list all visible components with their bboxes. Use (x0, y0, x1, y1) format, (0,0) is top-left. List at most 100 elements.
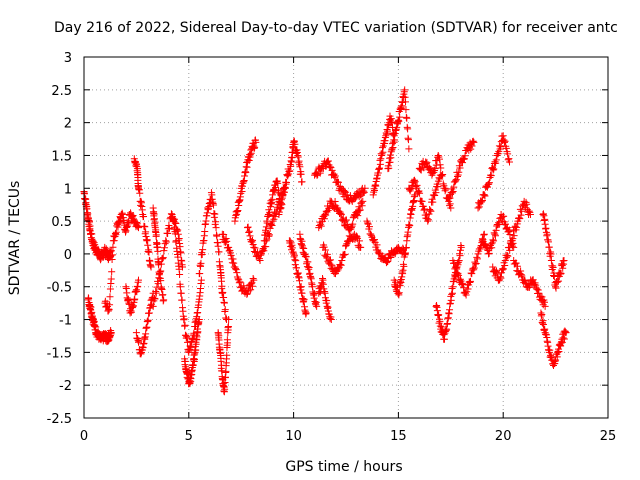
data-point (518, 207, 526, 215)
data-point (302, 309, 310, 317)
data-point (176, 270, 184, 278)
data-point (92, 323, 100, 331)
data-point (516, 215, 524, 223)
data-point (302, 253, 310, 261)
data-point (501, 256, 509, 264)
data-point (225, 243, 233, 251)
y-tick-label: 0 (64, 248, 72, 263)
data-point (364, 219, 372, 227)
data-point (555, 348, 563, 356)
data-point (560, 335, 568, 343)
data-point (411, 176, 419, 184)
data-point (427, 207, 435, 215)
data-point (378, 150, 386, 158)
data-point (354, 212, 362, 220)
data-point (509, 235, 517, 243)
data-point (349, 220, 357, 228)
data-point (416, 189, 424, 197)
data-point (546, 346, 554, 354)
data-point (505, 155, 513, 163)
data-point (260, 237, 268, 245)
data-point (127, 308, 135, 316)
y-tick-label: -2 (59, 379, 72, 394)
data-point (356, 206, 364, 214)
data-point (432, 189, 440, 197)
data-point (460, 284, 468, 292)
data-point (359, 197, 367, 205)
data-point (243, 224, 251, 232)
data-point (452, 176, 460, 184)
axis-ticks: 0 5 10 15 20 25 -2.5 -2 -1.5 -1 -0.5 0 0.5 1 1.5 2 2.5 3 (47, 51, 617, 444)
data-point (448, 289, 456, 297)
data-point (256, 256, 264, 264)
data-point (282, 179, 290, 187)
data-point (517, 211, 525, 219)
data-point (360, 187, 368, 195)
data-point (460, 155, 468, 163)
data-point (119, 210, 127, 218)
data-point (395, 289, 403, 297)
data-point (458, 279, 466, 287)
data-point (162, 237, 170, 245)
data-point (297, 283, 305, 291)
data-point (328, 199, 336, 207)
data-point (108, 268, 116, 276)
data-point (505, 228, 513, 236)
data-point (485, 179, 493, 187)
data-point (331, 198, 339, 206)
data-point (157, 277, 165, 285)
data-point (480, 191, 488, 199)
data-point (357, 243, 365, 251)
data-point (361, 184, 369, 192)
data-point (337, 210, 345, 218)
data-point (199, 246, 207, 254)
data-point (503, 252, 511, 260)
data-point (472, 260, 480, 268)
data-point (160, 296, 168, 304)
data-point (343, 191, 351, 199)
data-point (134, 173, 142, 181)
data-point (341, 250, 349, 258)
data-point (481, 192, 489, 200)
data-point (259, 246, 267, 254)
data-point (470, 138, 478, 146)
data-point (251, 244, 259, 252)
data-point (178, 296, 186, 304)
data-point (85, 218, 93, 226)
data-point (263, 219, 271, 227)
data-point (373, 241, 381, 249)
data-point (395, 117, 403, 125)
data-point (461, 289, 469, 297)
data-point (223, 237, 231, 245)
data-point (342, 216, 350, 224)
data-point (413, 181, 421, 189)
data-point (501, 137, 509, 145)
data-point (172, 237, 180, 245)
data-point (464, 285, 472, 293)
y-tick-label: 1.5 (51, 149, 72, 164)
data-point (404, 136, 412, 144)
data-point (278, 201, 286, 209)
data-point (162, 238, 170, 246)
data-point (431, 192, 439, 200)
data-point (472, 259, 480, 267)
data-point (424, 217, 432, 225)
data-point (439, 180, 447, 188)
data-point (340, 251, 348, 259)
data-point (491, 230, 499, 238)
data-point (416, 164, 424, 172)
data-point (212, 218, 220, 226)
data-point (399, 98, 407, 106)
data-point (140, 213, 148, 221)
data-point (171, 230, 179, 238)
data-point (549, 264, 557, 272)
data-point (505, 226, 513, 234)
data-point (218, 282, 226, 290)
data-point (478, 196, 486, 204)
data-point (250, 247, 258, 255)
data-point (477, 243, 485, 251)
data-point (338, 256, 346, 264)
data-point (305, 263, 313, 271)
